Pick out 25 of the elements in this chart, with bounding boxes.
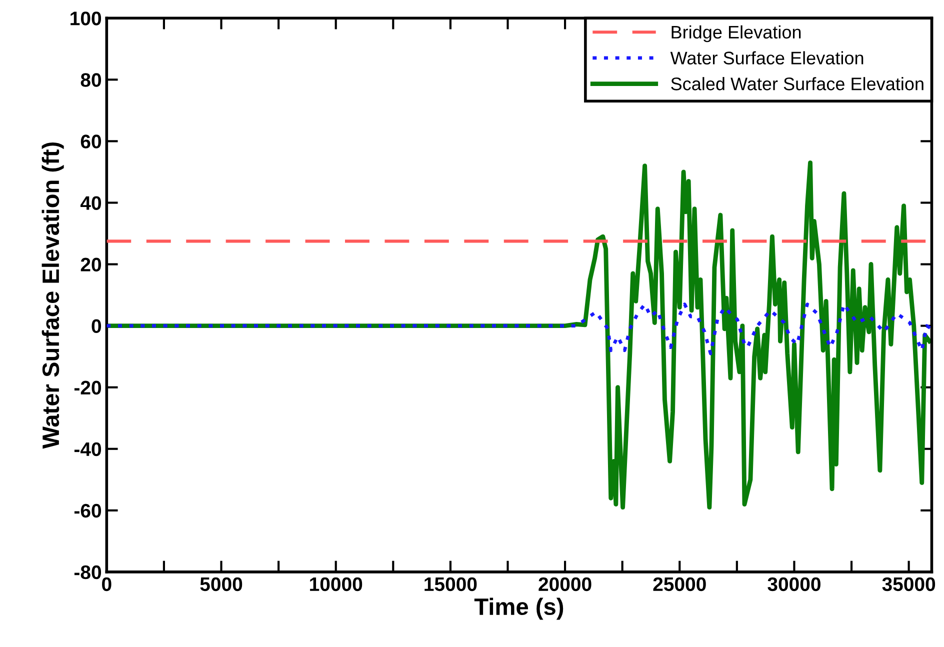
x-tick-label: 10000 bbox=[310, 577, 362, 592]
x-tick-label: 25000 bbox=[653, 577, 706, 592]
x-tick-label: 0 bbox=[102, 577, 112, 592]
x-tick-label: 35000 bbox=[882, 577, 936, 592]
legend-label: Bridge Elevation bbox=[672, 25, 801, 42]
x-axis-title: Time (s) bbox=[474, 598, 564, 620]
legend-label: Scaled Water Surface Elevation bbox=[671, 77, 924, 90]
y-tick-label: -40 bbox=[74, 442, 102, 456]
y-tick-label: 0 bbox=[92, 319, 102, 334]
line-series bbox=[106, 160, 932, 510]
y-tick-label: 60 bbox=[80, 134, 102, 148]
line-series bbox=[106, 302, 932, 356]
y-tick-label: -60 bbox=[74, 504, 102, 518]
legend-label: Water Surface Elevation bbox=[670, 51, 864, 64]
y-axis-title: Water Surface Elevation (ft) bbox=[42, 142, 64, 449]
x-tick-label: 15000 bbox=[424, 577, 477, 592]
y-tick-label: -20 bbox=[74, 380, 102, 395]
x-tick-label: 5000 bbox=[200, 577, 242, 592]
x-tick-label: 30000 bbox=[768, 577, 820, 592]
x-tick-label: 20000 bbox=[538, 577, 592, 592]
y-tick-label: 80 bbox=[80, 73, 102, 87]
y-tick-label: 100 bbox=[70, 12, 102, 26]
y-tick-label: -80 bbox=[74, 565, 102, 580]
y-tick-label: 40 bbox=[80, 196, 102, 210]
y-tick-label: 20 bbox=[80, 258, 102, 272]
